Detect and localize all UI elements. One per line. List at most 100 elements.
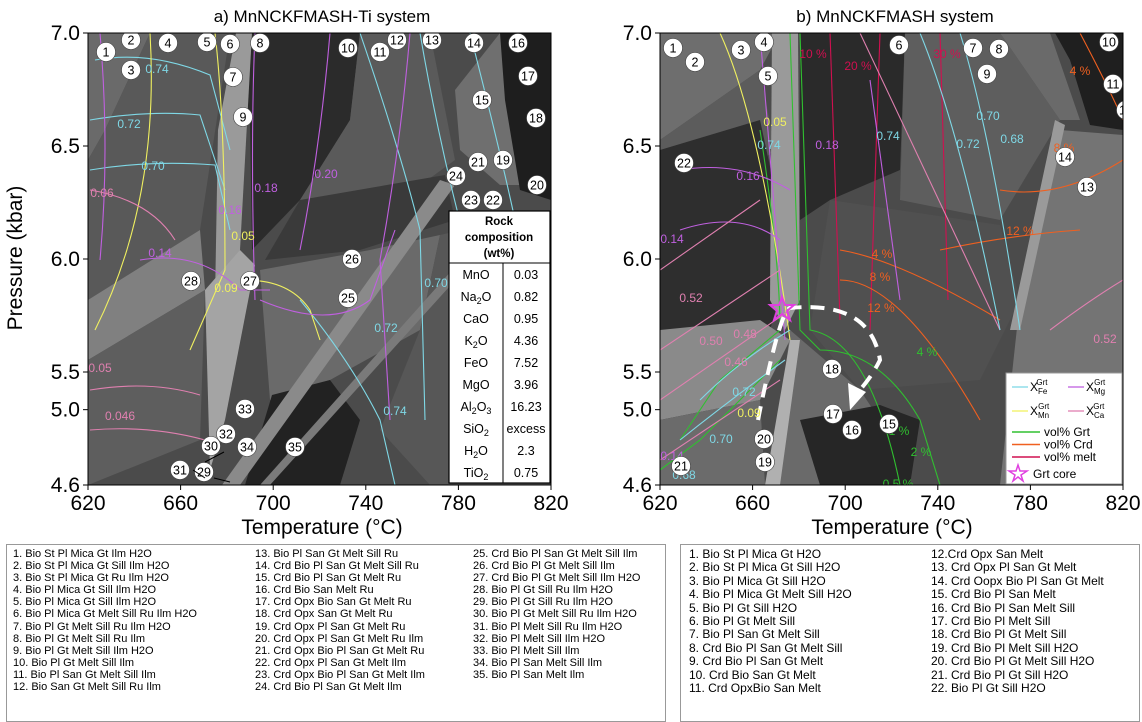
legend-line: 7. Bio Pl Gt Melt Sill Ru Ilm H2O [13,620,171,633]
legend-line: 5. Bio Pl Mica Gt Sill Ilm H2O [13,596,157,609]
svg-text:vol% melt: vol% melt [1044,450,1097,464]
field-number-18: 18 [526,108,546,128]
field-number-13: 13 [1077,177,1097,197]
oxide-label: H2O [464,444,488,460]
svg-text:12: 12 [390,34,404,48]
iso-label: 20 % [844,59,872,73]
legend-line: 2. Bio St Pl Mica Gt Sill H2O [689,560,841,575]
panel-a-xlabel: Temperature (°C) [241,516,402,539]
svg-text:2: 2 [692,56,699,70]
svg-text:3: 3 [128,64,135,78]
x-tick-label: 820 [533,492,568,515]
pt-path-arrowhead [848,383,866,410]
legend-line: 18. Crd Bio Pl Gt Melt Sill [931,627,1067,642]
iso-label: 0.46 [724,355,748,369]
svg-text:13: 13 [1080,181,1094,195]
legend-line: 14. Crd Bio Pl San Gt Melt Sill Ru [255,560,419,573]
svg-text:XFeGrt: XFeGrt [1030,378,1048,396]
composition-row: CaO 0.95 [463,312,538,326]
isopleth-xmg [259,229,396,316]
legend-line: 28. Bio Pl Gt Sill Ru Ilm H2O [473,584,613,597]
legend-line: 6. Bio Pl Mica Gt Melt Sill Ru Ilm H2O [13,608,197,621]
legend-line: 16. Crd Bio Pl San Melt Sill [931,600,1076,615]
legend-line: 23. Crd Opx Bio Pl San Gt Melt Ilm [255,668,425,681]
oxide-value: 7.52 [514,356,538,370]
iso-label: 0.14 [148,246,172,260]
isopleth-xfe [359,33,426,421]
panel-b-iso-labels: 10 % 20 % 30 % 4 % 8 % 12 % 4 % 8 % 12 %… [660,47,1117,485]
x-tick-label: 700 [256,492,291,515]
svg-text:9: 9 [984,68,991,82]
field-shade [265,175,455,260]
x-tick-label: 700 [828,492,863,515]
iso-label: 0.18 [815,138,839,152]
field-number-10: 10 [1099,33,1119,52]
panel-a-title: a) MnNCKFMASH-Ti system [214,7,431,26]
field-number-33: 33 [235,399,255,419]
field-number-7: 7 [223,67,243,87]
legend-line: 30. Bio Pl Gt Melt Sill Ru Ilm H2O [473,608,637,621]
oxide-value: 0.75 [514,466,538,480]
field-number-28: 28 [181,271,201,291]
svg-text:22: 22 [486,194,500,208]
oxide-value: 2.3 [517,444,534,458]
svg-text:18: 18 [825,363,839,377]
legend-line: 15. Crd Bio Pl San Gt Melt Ru [255,572,402,585]
legend-line: 32. Bio Pl Melt Sill Ilm H2O [473,632,606,645]
isopleth-xfe [919,33,1001,331]
legend-line: 35. Bio Pl San Melt Ilm [473,668,585,681]
legend-panel-a: 1. Bio St Pl Mica Gt Ilm H2O 2. Bio St Pl… [6,544,666,722]
legend-line: 9. Crd Bio Pl San Gt Melt [689,654,824,669]
isopleth-xmn [719,33,791,341]
isopleth-crd [839,279,981,421]
iso-label: 0.70 [141,159,165,173]
y-tick-label: 7.0 [51,22,80,45]
isopleth-xmg [99,33,106,261]
field-shade [1000,33,1080,120]
iso-label: 0.68 [1000,132,1024,146]
x-tick-label: 660 [163,492,198,515]
composition-row: SiO2 excess [463,422,545,438]
svg-text:XCaGrt: XCaGrt [1086,402,1105,420]
iso-label: 0.70 [709,432,733,446]
svg-text:XMgGrt: XMgGrt [1086,378,1106,396]
svg-text:24: 24 [449,170,463,184]
field-number-11: 11 [370,42,390,62]
oxide-value: 0.95 [514,312,538,326]
isopleth-xca [89,189,176,241]
svg-text:14: 14 [467,37,481,51]
y-tick-label: 5.5 [51,361,80,384]
svg-text:20: 20 [757,433,771,447]
svg-text:10: 10 [341,42,355,56]
rock-composition-table: Rock composition (wt%) MnO 0.03 Na2O 0.82 Ca… [448,210,551,484]
iso-label: 8 % [870,270,891,284]
svg-text:18: 18 [529,112,543,126]
legend-line: 29. Bio Pl Gt Sill Ru Ilm H2O [473,596,613,609]
isopleth-xfe [959,33,1021,331]
legend-line: 2. Bio St Pl Mica Gt Sill Ilm H2O [13,560,170,573]
svg-text:9: 9 [240,111,247,125]
legend-line: 7. Bio Pl San Gt Melt Sill [689,627,820,642]
legend-line: 34. Bio Pl San Melt Sill Ilm [473,656,602,669]
field-number-30: 30 [201,436,221,456]
composition-title: (wt%) [484,248,515,260]
composition-row: K2O 4.36 [464,334,538,350]
field-number-8: 8 [989,39,1009,59]
svg-text:17: 17 [521,70,535,84]
svg-text:32: 32 [219,428,233,442]
grt-core-star [767,294,797,323]
y-tick-label: 5.0 [51,399,80,422]
field-number-9: 9 [233,107,253,127]
legend-b-col-2: 12.Crd Opx San Melt 13. Crd Opx Pl San Gt… [931,547,1104,695]
legend-line: 20. Crd Opx Pl San Gt Melt Ru Ilm [255,632,424,645]
isopleth-xmn [94,33,152,331]
svg-text:21: 21 [674,460,688,474]
isopleth-xmg [379,33,411,421]
legend-item-xmn: XMnGrt [1012,402,1050,420]
svg-text:4: 4 [761,36,768,50]
iso-label: 0.18 [254,181,278,195]
legend-line: 27. Crd Bio Pl Gt Melt Sill Ilm H2O [473,572,641,585]
svg-text:30: 30 [204,440,218,454]
isopleth-xmg [679,221,781,241]
